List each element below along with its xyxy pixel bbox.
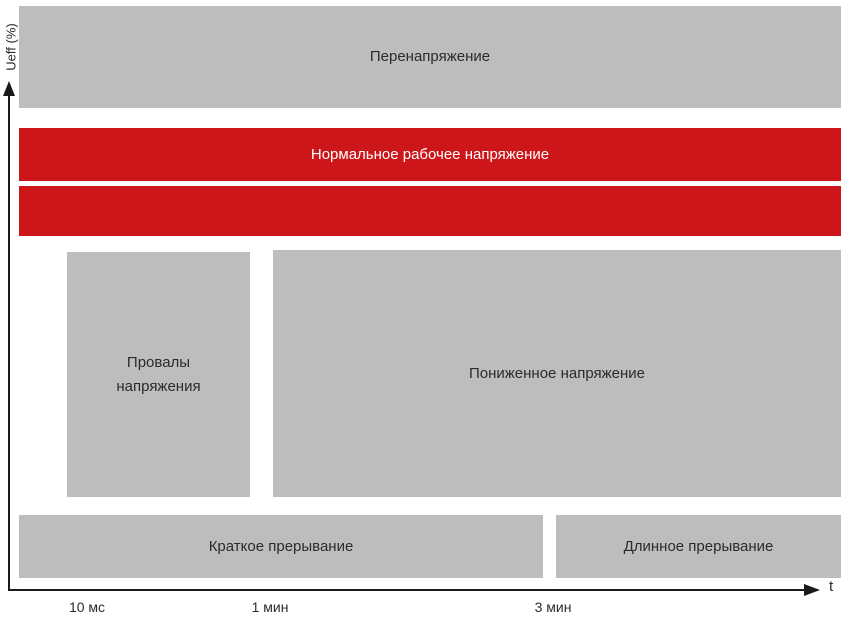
region-overvoltage: Перенапряжение	[19, 6, 841, 108]
x-tick-1min: 1 мин	[251, 599, 289, 615]
x-tick-3min: 3 мин	[534, 599, 572, 615]
region-normal-operating-voltage-label: Нормальное рабочее напряжение	[310, 145, 550, 163]
y-axis-label: Ueff (%)	[3, 23, 19, 71]
region-long-interruption-label: Длинное прерывание	[623, 537, 774, 555]
x-tick-10ms: 10 мс	[68, 599, 106, 615]
region-long-interruption: Длинное прерывание	[556, 515, 841, 578]
region-short-interruption: Краткое прерывание	[19, 515, 543, 578]
x-axis-arrowhead-icon	[804, 584, 820, 596]
y-axis-arrowhead-icon	[3, 81, 15, 96]
region-normal-operating-voltage: Нормальное рабочее напряжение	[19, 128, 841, 181]
x-axis-label: t	[829, 578, 834, 595]
region-undervoltage: Пониженное напряжение	[273, 250, 841, 497]
region-voltage-dips-label: Провалы напряжения	[116, 353, 201, 395]
region-short-interruption-label: Краткое прерывание	[208, 537, 354, 555]
y-axis-line	[8, 94, 10, 591]
region-voltage-dips: Провалы напряжения	[67, 252, 250, 497]
region-normal-operating-voltage-band-2	[19, 186, 841, 236]
x-axis-line	[8, 589, 806, 591]
region-overvoltage-label: Перенапряжение	[369, 48, 491, 65]
region-undervoltage-label: Пониженное напряжение	[468, 364, 645, 382]
